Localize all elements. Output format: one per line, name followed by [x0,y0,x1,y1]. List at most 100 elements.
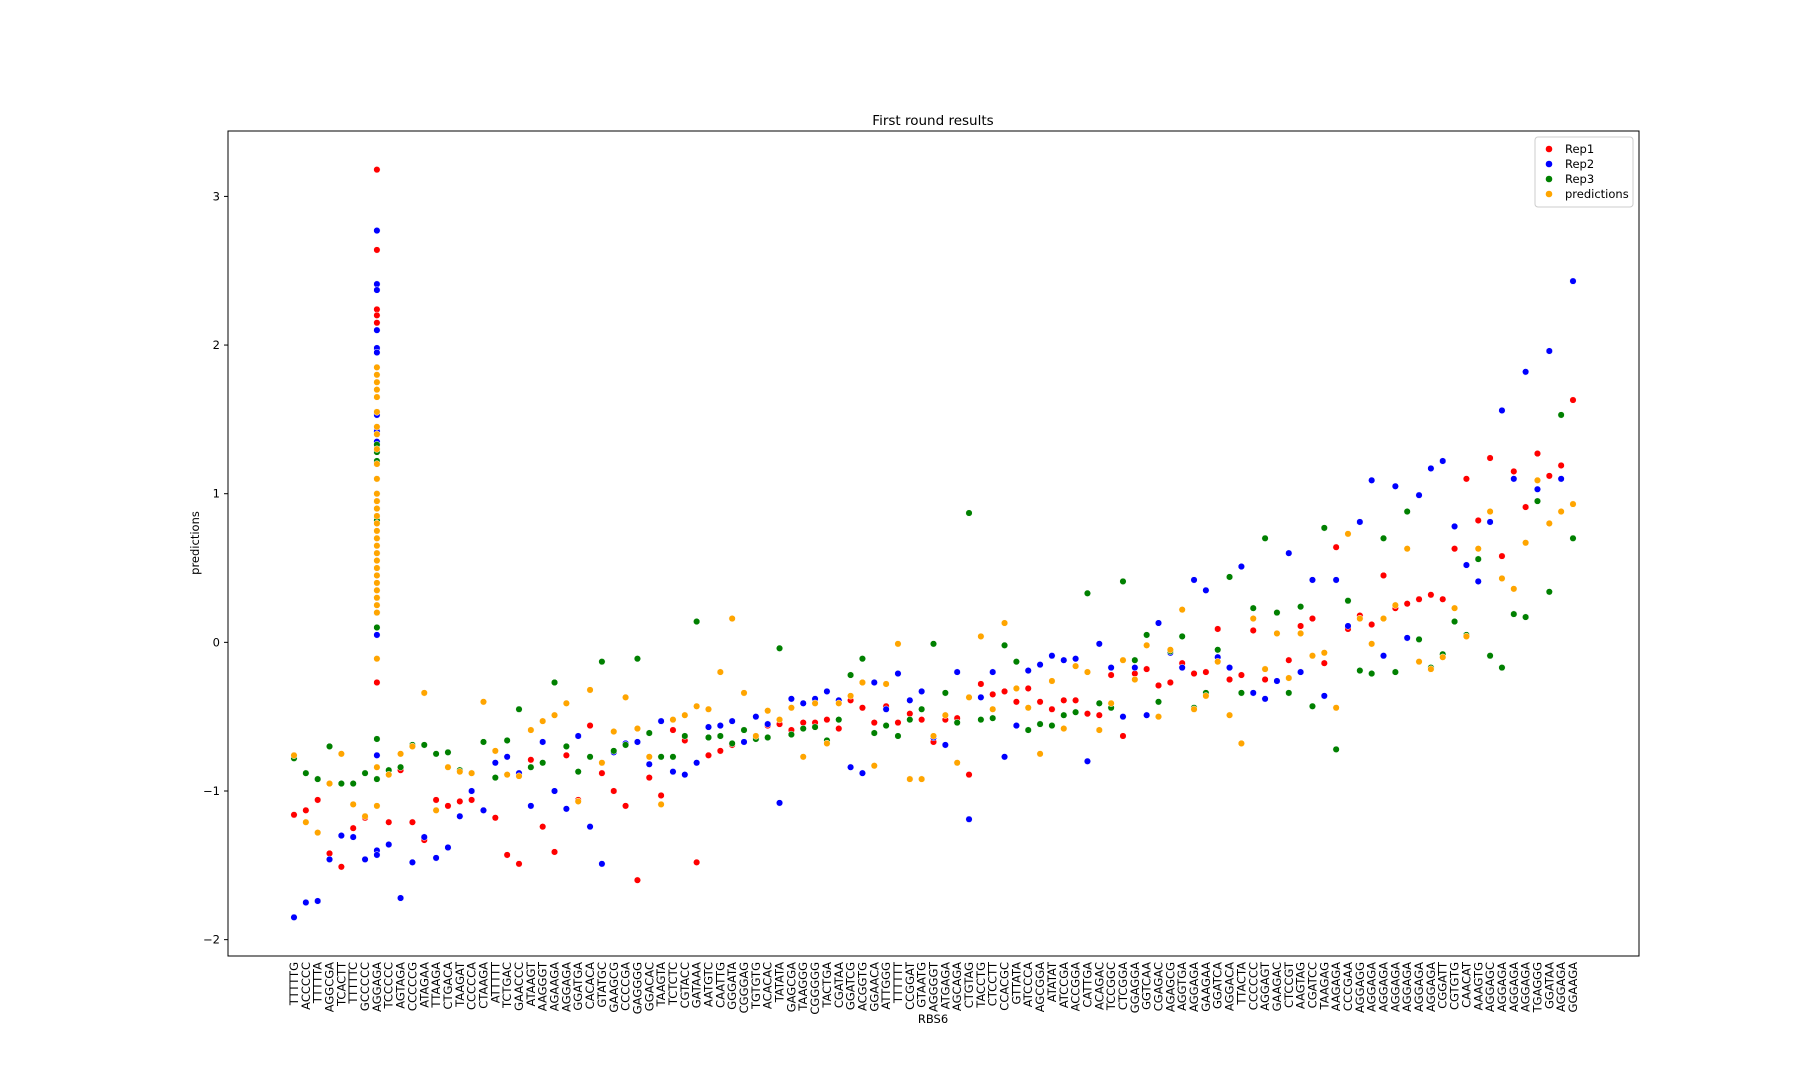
data-point [503,736,511,745]
data-point [977,716,985,724]
data-point [953,759,961,767]
data-point [1202,586,1210,594]
data-point [1060,656,1068,664]
data-point [1498,664,1506,672]
data-point [1320,659,1328,667]
data-point [1451,604,1459,612]
data-point [1451,545,1459,553]
data-point [1190,576,1198,584]
data-point [373,534,381,542]
data-point [657,753,665,761]
x-tick-label: AAGGGT [536,961,550,1011]
data-point [1154,713,1163,721]
data-point [645,753,653,761]
data-point [799,725,807,733]
data-point [373,851,381,859]
data-point [373,586,381,594]
x-tick-label: CTCGGA [1116,962,1130,1010]
legend-marker [1545,175,1553,183]
data-point [1166,646,1174,654]
plot-area [290,166,1577,921]
data-point [799,699,807,707]
x-tick-label: ATTTTT [488,961,502,1003]
data-point [918,687,926,695]
x-tick-label: TTAAGA [429,962,443,1009]
data-point [740,738,748,746]
data-point [1368,620,1376,629]
data-point [965,509,973,517]
data-point [1379,615,1388,623]
data-point [1143,641,1151,649]
data-point [373,246,381,254]
data-point [456,797,464,805]
x-tick-label: CGATAA [832,962,846,1008]
data-point [704,751,713,759]
x-tick-label: GGATGA [571,962,585,1011]
data-point [1083,589,1092,597]
data-point [515,772,523,780]
y-tick-label: 1 [213,487,220,501]
data-point [527,763,535,771]
data-point [1249,615,1257,623]
data-point [373,751,381,759]
data-point [645,760,653,768]
data-point [325,855,334,863]
data-point [444,802,452,810]
data-point [385,840,393,849]
data-point [432,750,440,758]
x-tick-label: ATAGAA [417,962,431,1008]
data-point [906,775,914,783]
x-tick-label: TAAGGG [796,962,810,1012]
data-point [610,747,618,755]
data-point [858,769,866,777]
data-point [716,722,724,730]
data-point [918,775,926,783]
x-tick-label: CTGACA [441,962,455,1010]
data-point [1403,545,1411,553]
data-point [325,742,334,750]
data-point [397,894,405,902]
data-point [468,787,476,795]
x-tick-label: CATTGA [1080,962,1094,1008]
data-point [337,832,345,840]
x-tick-label: TTACTA [1234,962,1248,1006]
data-point [764,720,772,728]
x-tick-label: TCCCCC [382,962,396,1010]
data-point [1001,753,1009,761]
x-tick-label: GGAAGA [1566,962,1580,1013]
data-point [977,632,985,640]
data-point [456,812,464,820]
data-point [929,732,938,740]
data-point [432,796,440,804]
data-point [574,768,582,776]
data-point [491,774,499,782]
data-point [1249,604,1257,612]
data-point [349,824,357,832]
data-point [373,227,381,235]
data-point [539,759,547,767]
data-point [1557,461,1565,470]
data-point [503,753,511,761]
x-tick-label: ATCCGA [1057,962,1071,1008]
data-point [1415,491,1423,499]
data-point [1154,619,1163,627]
data-point [941,711,949,719]
data-point [1569,534,1577,542]
x-tick-label: GGATCA [1211,962,1225,1009]
data-point [1522,613,1530,621]
data-point [1285,549,1293,557]
data-point [728,717,736,725]
data-point [929,640,938,648]
data-point [1344,622,1352,630]
data-point [456,768,464,776]
data-point [420,741,428,749]
data-point [1332,576,1340,584]
data-point [1095,711,1103,719]
data-point [468,796,476,804]
y-tick-label: 0 [213,635,220,649]
x-tick-label: GGAACA [867,962,881,1012]
data-point [1474,577,1482,585]
data-point [1379,571,1388,580]
data-point [1273,609,1281,617]
data-point [361,769,369,777]
